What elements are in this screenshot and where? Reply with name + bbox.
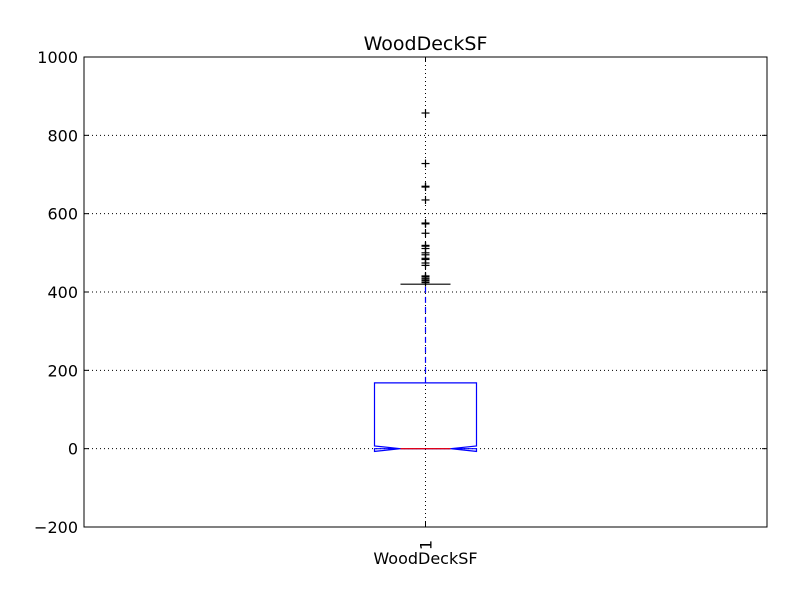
- y-tick-label: 400: [47, 283, 78, 302]
- y-tick-label: 1000: [37, 48, 78, 67]
- outlier-point: [421, 229, 430, 238]
- outlier-point: [421, 241, 430, 250]
- outlier-point: [421, 109, 430, 118]
- y-tick-label: −200: [34, 518, 78, 537]
- outlier-point: [421, 159, 430, 168]
- y-tick-label: 600: [47, 205, 78, 224]
- outlier-point: [421, 219, 430, 228]
- tick-layer: −200 0 200 400 600 800 1000 1: [34, 48, 767, 550]
- outlier-point: [421, 195, 430, 204]
- y-tick-label: 0: [68, 440, 78, 459]
- chart-title: WoodDeckSF: [364, 33, 488, 55]
- box-body: [373, 382, 478, 453]
- outlier-point: [421, 182, 430, 191]
- y-tick-label: 800: [47, 126, 78, 145]
- outlier-point: [421, 271, 430, 280]
- x-tick-label: 1: [417, 540, 436, 550]
- x-axis-label: WoodDeckSF: [373, 549, 477, 568]
- plot-layer: [373, 109, 478, 453]
- y-tick-label: 200: [47, 361, 78, 380]
